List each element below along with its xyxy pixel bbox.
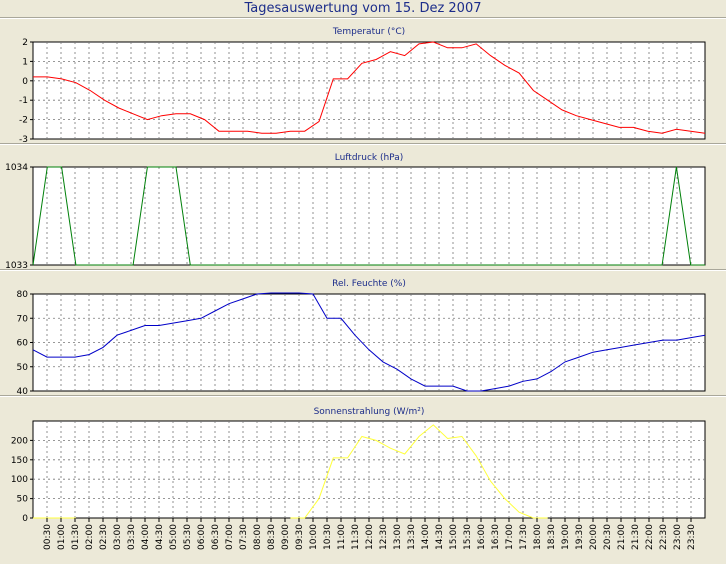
y-tick-label: -1 <box>19 96 28 106</box>
x-tick-label: 22:00 <box>645 524 655 550</box>
y-tick-label: 0 <box>22 77 28 87</box>
panel-title: Luftdruck (hPa) <box>335 153 404 163</box>
x-tick-label: 12:30 <box>379 524 389 550</box>
x-tick-label: 15:30 <box>463 524 473 550</box>
y-tick-label: 80 <box>17 290 29 300</box>
y-tick-label: 1033 <box>5 261 28 271</box>
y-tick-label: 1034 <box>5 163 28 173</box>
separator <box>0 17 726 19</box>
panel-title: Sonnenstrahlung (W/m²) <box>314 407 425 417</box>
x-tick-label: 20:30 <box>603 524 613 550</box>
y-tick-label: 2 <box>22 38 28 48</box>
x-tick-label: 07:00 <box>225 524 235 550</box>
y-tick-label: -2 <box>19 116 28 126</box>
series-line <box>290 424 548 519</box>
panel-title: Temperatur (°C) <box>332 27 405 37</box>
x-tick-label: 14:30 <box>435 524 445 550</box>
y-tick-label: 0 <box>22 514 28 524</box>
x-tick-label: 22:30 <box>659 524 669 550</box>
x-tick-label: 19:30 <box>575 524 585 550</box>
x-tick-label: 11:30 <box>351 524 361 550</box>
x-tick-label: 04:30 <box>155 524 165 550</box>
x-tick-label: 17:30 <box>519 524 529 550</box>
separator <box>0 395 726 397</box>
x-tick-label: 13:30 <box>407 524 417 550</box>
y-tick-label: 70 <box>17 314 29 324</box>
x-tick-label: 15:00 <box>449 524 459 550</box>
x-tick-label: 21:30 <box>631 524 641 550</box>
x-tick-label: 08:30 <box>267 524 277 550</box>
x-tick-label: 16:30 <box>491 524 501 550</box>
x-tick-label: 09:00 <box>281 524 291 550</box>
x-tick-label: 11:00 <box>337 524 347 550</box>
y-tick-label: 60 <box>17 339 29 349</box>
x-tick-label: 12:00 <box>365 524 375 550</box>
x-tick-label: 18:00 <box>533 524 543 550</box>
x-tick-label: 09:30 <box>295 524 305 550</box>
series-line <box>32 166 705 266</box>
x-tick-label: 02:30 <box>99 524 109 550</box>
x-tick-label: 23:00 <box>673 524 683 550</box>
x-tick-label: 13:00 <box>393 524 403 550</box>
plot-area <box>32 41 706 140</box>
y-tick-label: 200 <box>11 436 28 446</box>
x-tick-label: 00:30 <box>43 524 53 550</box>
x-tick-label: 08:00 <box>253 524 263 550</box>
x-tick-label: 19:00 <box>561 524 571 550</box>
page-title: Tagesauswertung vom 15. Dez 2007 <box>244 1 482 16</box>
x-tick-label: 04:00 <box>141 524 151 550</box>
x-tick-label: 05:00 <box>169 524 179 550</box>
y-tick-label: 150 <box>11 456 28 466</box>
plot-area <box>32 420 706 519</box>
y-tick-label: 50 <box>17 495 29 505</box>
x-tick-label: 01:30 <box>71 524 81 550</box>
y-tick-label: 1 <box>22 57 28 67</box>
separator <box>0 269 726 271</box>
panel-title: Rel. Feuchte (%) <box>332 279 406 289</box>
x-tick-label: 23:30 <box>687 524 697 550</box>
x-tick-label: 03:00 <box>113 524 123 550</box>
x-tick-label: 07:30 <box>239 524 249 550</box>
x-tick-label: 21:00 <box>617 524 627 550</box>
x-tick-label: 03:30 <box>127 524 137 550</box>
x-tick-label: 14:00 <box>421 524 431 550</box>
x-tick-label: 05:30 <box>183 524 193 550</box>
y-tick-label: 100 <box>11 475 28 485</box>
plot-area <box>32 166 706 266</box>
x-tick-label: 10:00 <box>309 524 319 550</box>
y-tick-label: 50 <box>17 363 29 373</box>
series-line <box>32 292 706 392</box>
x-tick-label: 18:30 <box>547 524 557 550</box>
y-tick-label: 40 <box>17 387 29 397</box>
x-tick-label: 10:30 <box>323 524 333 550</box>
x-tick-label: 20:00 <box>589 524 599 550</box>
y-tick-label: -3 <box>19 135 28 145</box>
x-tick-label: 16:00 <box>477 524 487 550</box>
x-tick-label: 06:30 <box>211 524 221 550</box>
x-tick-label: 17:00 <box>505 524 515 550</box>
x-tick-label: 06:00 <box>197 524 207 550</box>
x-tick-label: 01:00 <box>57 524 67 550</box>
x-tick-label: 02:00 <box>85 524 95 550</box>
series-line <box>33 41 706 134</box>
separator <box>0 143 726 145</box>
